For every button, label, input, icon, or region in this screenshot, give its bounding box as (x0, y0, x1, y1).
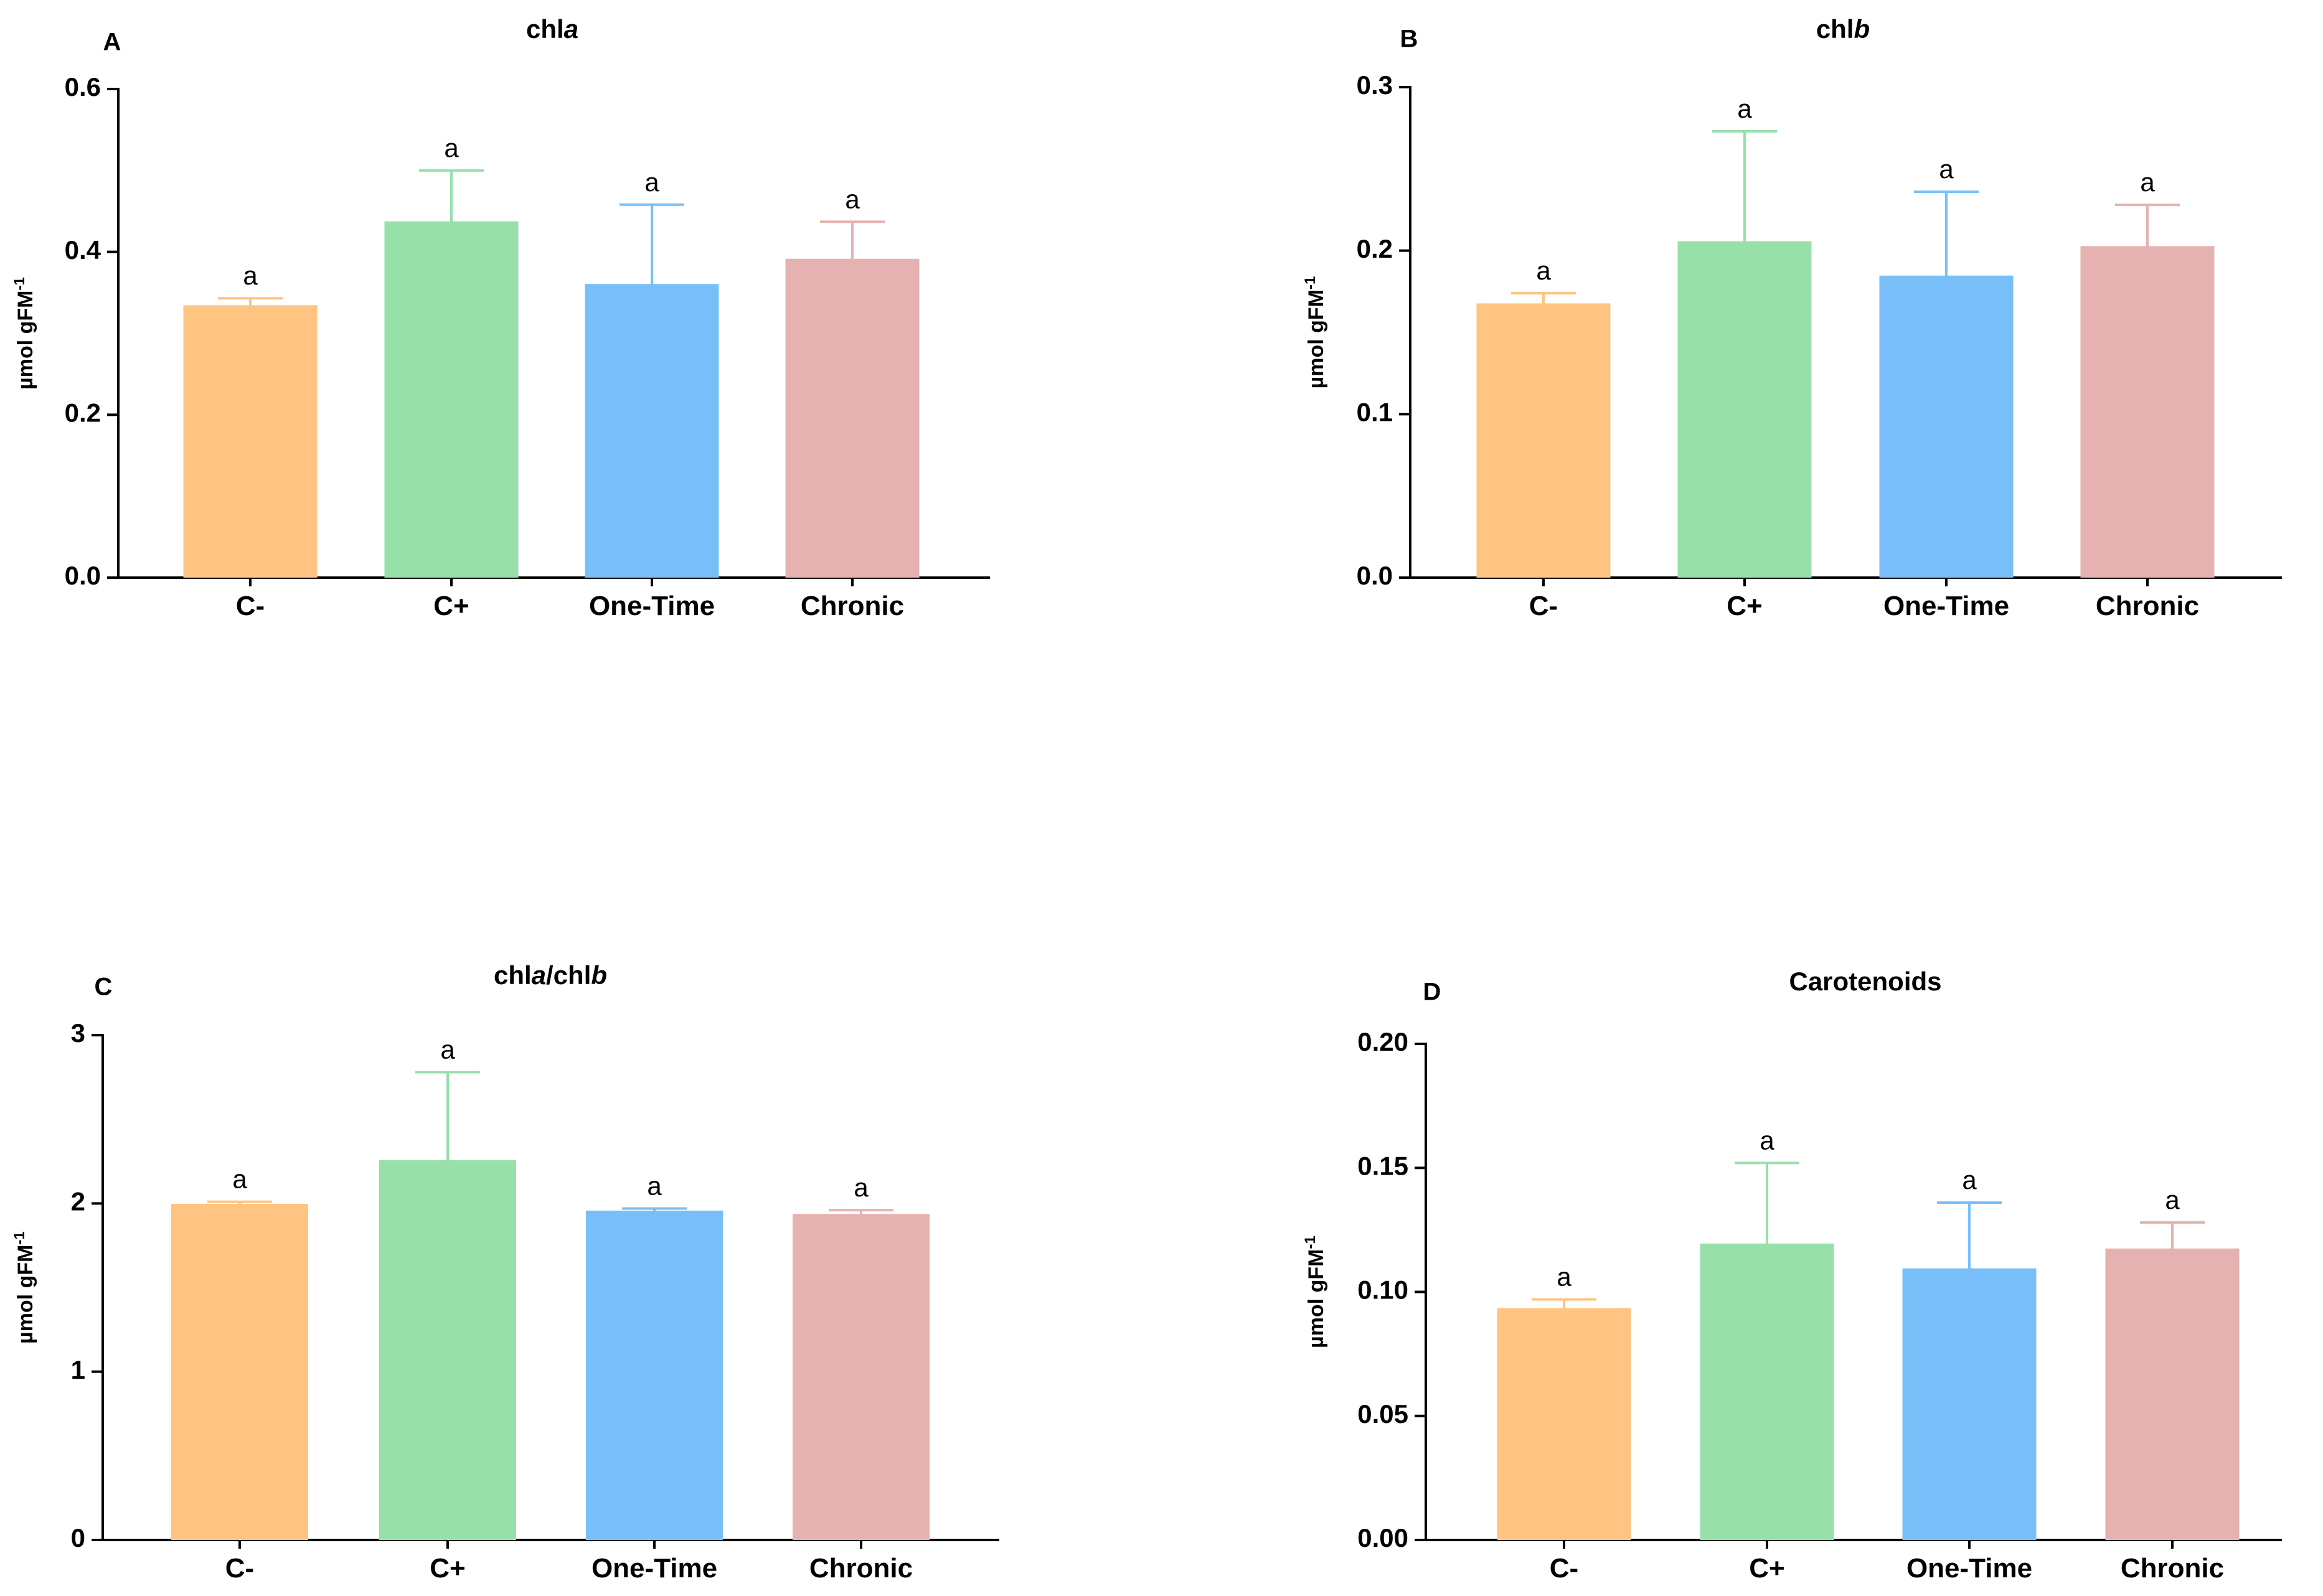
chart-panel-d: D Carotenoids µmol gFM-1 0.00 0.05 0.10 0.15 0.… (1302, 967, 2282, 1584)
y-axis-label-superscript: -1 (11, 1231, 28, 1244)
y-tick-label: 0.2 (65, 398, 101, 427)
bar-chronic (2080, 247, 2215, 578)
significance-letter: a (2140, 167, 2155, 197)
bar-one-time (586, 1211, 723, 1540)
y-axis-label-base: µmol gFM (1304, 289, 1328, 388)
y-axis-label: µmol gFM-1 (1302, 1236, 1329, 1348)
significance-letter: a (1939, 154, 1954, 184)
bar-chronic (2105, 1249, 2240, 1540)
y-tick-label: 0.6 (65, 72, 101, 101)
x-tick-label: C+ (430, 1553, 465, 1584)
bar-chronic (785, 260, 920, 578)
significance-letter: a (243, 261, 258, 290)
bar-chronic (793, 1215, 930, 1540)
significance-letter: a (1536, 256, 1551, 285)
y-tick-label: 0.3 (1357, 70, 1393, 100)
chart-title-part: b (591, 960, 607, 990)
chart-title-part: chl (494, 960, 532, 990)
chart-title-part: a (564, 14, 578, 44)
bar-c-neg (183, 306, 318, 578)
y-tick-label: 0.2 (1357, 234, 1393, 263)
chart-title: chlb (1816, 14, 1870, 44)
y-tick-label: 0.10 (1357, 1275, 1408, 1305)
chart-title-part: chl (526, 14, 564, 44)
chart-title-part: Carotenoids (1789, 967, 1941, 996)
significance-letter: a (1737, 94, 1752, 123)
y-axis-label-base: µmol gFM (1304, 1249, 1328, 1348)
x-tick-label: One-Time (1883, 591, 2009, 621)
y-tick-label: 3 (71, 1018, 85, 1048)
y-axis-label-base: µmol gFM (14, 1245, 37, 1344)
y-axis-label-base: µmol gFM (14, 291, 37, 390)
significance-letter: a (440, 1035, 455, 1064)
y-tick-label: 0.0 (1357, 561, 1393, 590)
panel-label: B (1400, 26, 1418, 53)
x-tick-label: C- (236, 591, 265, 621)
y-axis-label-superscript: -1 (11, 277, 28, 290)
y-axis-label-superscript: -1 (1302, 1236, 1319, 1249)
bar-c-neg (1677, 242, 1812, 578)
chart-title: chla/chlb (494, 960, 607, 990)
y-axis-label: µmol gFM-1 (11, 1231, 38, 1344)
panel-label: C (95, 974, 113, 1001)
y-axis-label: µmol gFM-1 (1302, 276, 1329, 389)
bar-c-neg (379, 1161, 516, 1540)
x-tick-label: C- (1529, 591, 1558, 621)
x-tick-label: C+ (433, 591, 469, 621)
chart-title-part: chl (1816, 14, 1854, 44)
bar-one-time (1902, 1269, 2037, 1540)
y-axis-label: µmol gFM-1 (11, 277, 38, 390)
significance-letter: a (1557, 1262, 1571, 1291)
panel-label: A (103, 29, 121, 56)
x-tick-label: Chronic (809, 1553, 913, 1584)
chart-title: chla (526, 14, 578, 44)
panel-label: D (1423, 979, 1441, 1006)
significance-letter: a (1962, 1165, 1977, 1195)
y-tick-label: 0.1 (1357, 397, 1393, 426)
significance-letter: a (644, 167, 659, 197)
x-tick-label: C- (225, 1553, 254, 1584)
y-tick-label: 1 (71, 1355, 85, 1384)
chart-title-part: /chl (546, 960, 591, 990)
bar-one-time (585, 285, 719, 578)
y-tick-label: 0.4 (65, 235, 101, 265)
bar-c-neg (171, 1205, 308, 1540)
bar-c-neg (1497, 1309, 1631, 1540)
x-tick-label: Chronic (2121, 1553, 2224, 1584)
x-tick-label: One-Time (589, 591, 715, 621)
chart-title-part: a (532, 960, 546, 990)
x-tick-label: Chronic (801, 591, 904, 621)
x-tick-label: One-Time (1906, 1553, 2032, 1584)
significance-letter: a (854, 1173, 869, 1202)
x-tick-label: Chronic (2096, 591, 2199, 621)
significance-letter: a (444, 133, 459, 162)
significance-letter: a (845, 184, 860, 214)
significance-letter: a (647, 1171, 662, 1200)
bar-c-neg (1476, 304, 1611, 578)
significance-letter: a (1760, 1125, 1774, 1155)
y-axis-label-superscript: -1 (1302, 276, 1319, 289)
y-tick-label: 0.05 (1357, 1399, 1408, 1429)
y-tick-label: 0.15 (1357, 1151, 1408, 1180)
chart-title: Carotenoids (1789, 967, 1941, 996)
bar-c-neg (384, 222, 519, 578)
x-tick-label: One-Time (591, 1553, 717, 1584)
bar-c-neg (1700, 1244, 1834, 1540)
x-tick-label: C- (1550, 1553, 1578, 1584)
y-tick-label: 0 (71, 1523, 85, 1552)
x-tick-label: C+ (1749, 1553, 1784, 1584)
significance-letter: a (232, 1165, 247, 1194)
y-tick-label: 2 (71, 1186, 85, 1216)
bar-one-time (1879, 276, 2014, 578)
y-tick-label: 0.20 (1357, 1027, 1408, 1056)
x-tick-label: C+ (1727, 591, 1762, 621)
y-tick-label: 0.0 (65, 561, 101, 590)
y-tick-label: 0.00 (1357, 1523, 1408, 1552)
chart-title-part: b (1854, 14, 1870, 44)
significance-letter: a (2165, 1185, 2180, 1214)
